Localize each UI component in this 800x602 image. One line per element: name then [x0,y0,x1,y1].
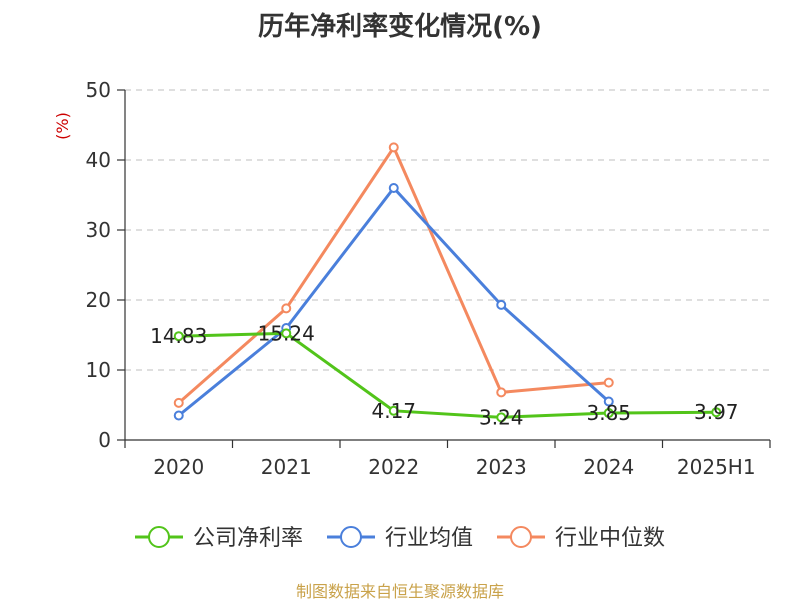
chart-title: 历年净利率变化情况(%) [258,12,542,42]
x-tick-label: 2020 [153,455,204,479]
series-layer [173,142,722,423]
x-tick-label: 2022 [368,455,419,479]
data-point [496,412,507,423]
x-tick-label: 2023 [476,455,527,479]
y-tick-label: 40 [86,148,111,172]
grid-lines [125,89,770,371]
y-tick-label: 30 [86,218,111,242]
legend-label: 行业中位数 [555,526,665,551]
y-tick-label: 50 [86,78,111,102]
legend-item-2[interactable]: 行业中位数 [497,526,665,551]
legend: 公司净利率 行业均值 行业中位数 [135,526,665,551]
data-label: 15.24 [258,321,315,345]
data-point [496,387,507,398]
axes: 0 10 20 30 40 50 (%) 2020 2021 2022 2023 2024 2025H1 [53,78,771,479]
y-tick-label: 0 [98,428,111,452]
legend-item-0[interactable]: 公司净利率 [135,526,303,551]
y-tick-label: 10 [86,358,111,382]
data-label: 14.83 [150,324,207,348]
source-note: 制图数据来自恒生聚源数据库 [295,582,504,601]
data-label: 3.85 [586,401,631,425]
legend-marker [510,526,532,548]
x-tick-label: 2021 [261,455,312,479]
data-point [711,407,722,418]
legend-marker [148,526,170,548]
data-point [388,142,399,153]
y-tick-label: 20 [86,288,111,312]
x-tick-label: 2024 [583,455,634,479]
series-line-1 [177,186,610,417]
y-axis-unit: (%) [53,112,72,140]
x-tick-label: 2025H1 [677,455,756,479]
data-point [603,377,614,388]
data-point [603,396,614,407]
data-label: 4.17 [371,399,416,423]
data-point [173,397,184,408]
data-point [388,183,399,193]
data-point [603,408,614,419]
data-labels: 14.83 15.24 4.17 3.24 3.85 3.97 [150,321,738,429]
legend-label: 公司净利率 [193,526,303,551]
data-point [281,328,292,339]
data-point [281,303,292,314]
legend-item-1[interactable]: 行业均值 [327,526,473,551]
data-label: 3.97 [694,400,739,424]
data-label: 3.24 [479,405,524,429]
data-point [496,299,507,310]
legend-label: 行业均值 [385,526,473,551]
data-point [173,331,184,342]
series-line-0 [178,331,717,419]
data-point [388,405,399,416]
legend-marker [340,526,362,548]
data-point [173,410,184,421]
